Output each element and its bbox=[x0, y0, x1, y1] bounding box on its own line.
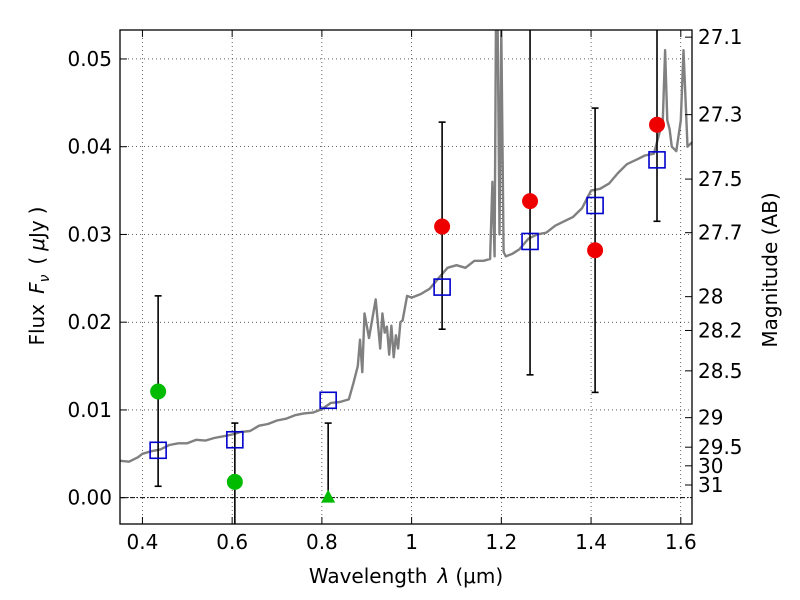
y-tick-label: 0.01 bbox=[67, 398, 112, 422]
model-flux-square bbox=[521, 232, 539, 251]
low-sn-point bbox=[226, 473, 243, 490]
spectrum-series bbox=[120, 30, 692, 463]
x-tick-label: 1.2 bbox=[485, 530, 517, 554]
low-sn-point bbox=[150, 383, 167, 400]
x-tick-label: 0.8 bbox=[306, 530, 338, 554]
magnitude-tick-label: 27.7 bbox=[698, 221, 743, 245]
magnitude-axis-label: Magnitude (AB) bbox=[758, 192, 782, 347]
upper-limit-triangle bbox=[321, 489, 336, 503]
y-tick-label: 0.00 bbox=[67, 486, 112, 510]
y-tick-label: 0.03 bbox=[67, 222, 112, 246]
magnitude-tick-label: 27.1 bbox=[698, 25, 743, 49]
magnitude-tick-label: 27.3 bbox=[698, 103, 743, 127]
spectrum-line bbox=[120, 30, 692, 463]
model-flux-square bbox=[319, 391, 337, 410]
plot-frame bbox=[119, 29, 693, 525]
axis-ticks bbox=[120, 30, 692, 524]
x-tick-label: 1.4 bbox=[575, 530, 607, 554]
photometry-markers bbox=[149, 116, 666, 503]
y-tick-labels: 0.00 0.01 0.02 0.03 0.04 0.05 bbox=[67, 47, 112, 510]
magnitude-tick-label: 27.5 bbox=[698, 167, 743, 191]
y-axis-label: FluxFν(μJy) bbox=[25, 206, 53, 345]
magnitude-tick-label: 30 bbox=[698, 454, 723, 478]
y-tick-label: 0.04 bbox=[67, 135, 112, 159]
detection-point bbox=[522, 193, 539, 210]
magnitude-tick-label: 31 bbox=[698, 473, 723, 497]
model-flux-square bbox=[149, 441, 167, 460]
magnitude-tick-label: 28 bbox=[698, 285, 723, 309]
x-tick-label: 1 bbox=[405, 530, 418, 554]
x-tick-label: 0.6 bbox=[216, 530, 248, 554]
detection-point bbox=[587, 242, 604, 259]
model-flux-square bbox=[226, 430, 244, 449]
magnitude-tick-label: 29 bbox=[698, 406, 723, 430]
model-flux-square bbox=[586, 196, 604, 215]
grid bbox=[120, 30, 692, 524]
x-tick-labels: 0.4 0.6 0.8 1 1.2 1.4 1.6 bbox=[127, 530, 697, 554]
model-flux-square bbox=[433, 278, 451, 296]
magnitude-tick-label: 29.5 bbox=[698, 435, 743, 459]
magnitude-tick-label: 28.5 bbox=[698, 359, 743, 383]
x-tick-label: 0.4 bbox=[127, 530, 159, 554]
model-flux-square bbox=[648, 151, 666, 169]
error-bars bbox=[154, 30, 661, 524]
detection-point bbox=[649, 116, 666, 133]
detection-point bbox=[434, 218, 451, 235]
magnitude-tick-label: 28.2 bbox=[698, 318, 743, 342]
y-tick-label: 0.02 bbox=[67, 310, 112, 334]
x-axis-label: Wavelength λ (μm) bbox=[309, 564, 503, 588]
y-tick-label: 0.05 bbox=[67, 47, 112, 71]
x-tick-label: 1.6 bbox=[665, 530, 697, 554]
